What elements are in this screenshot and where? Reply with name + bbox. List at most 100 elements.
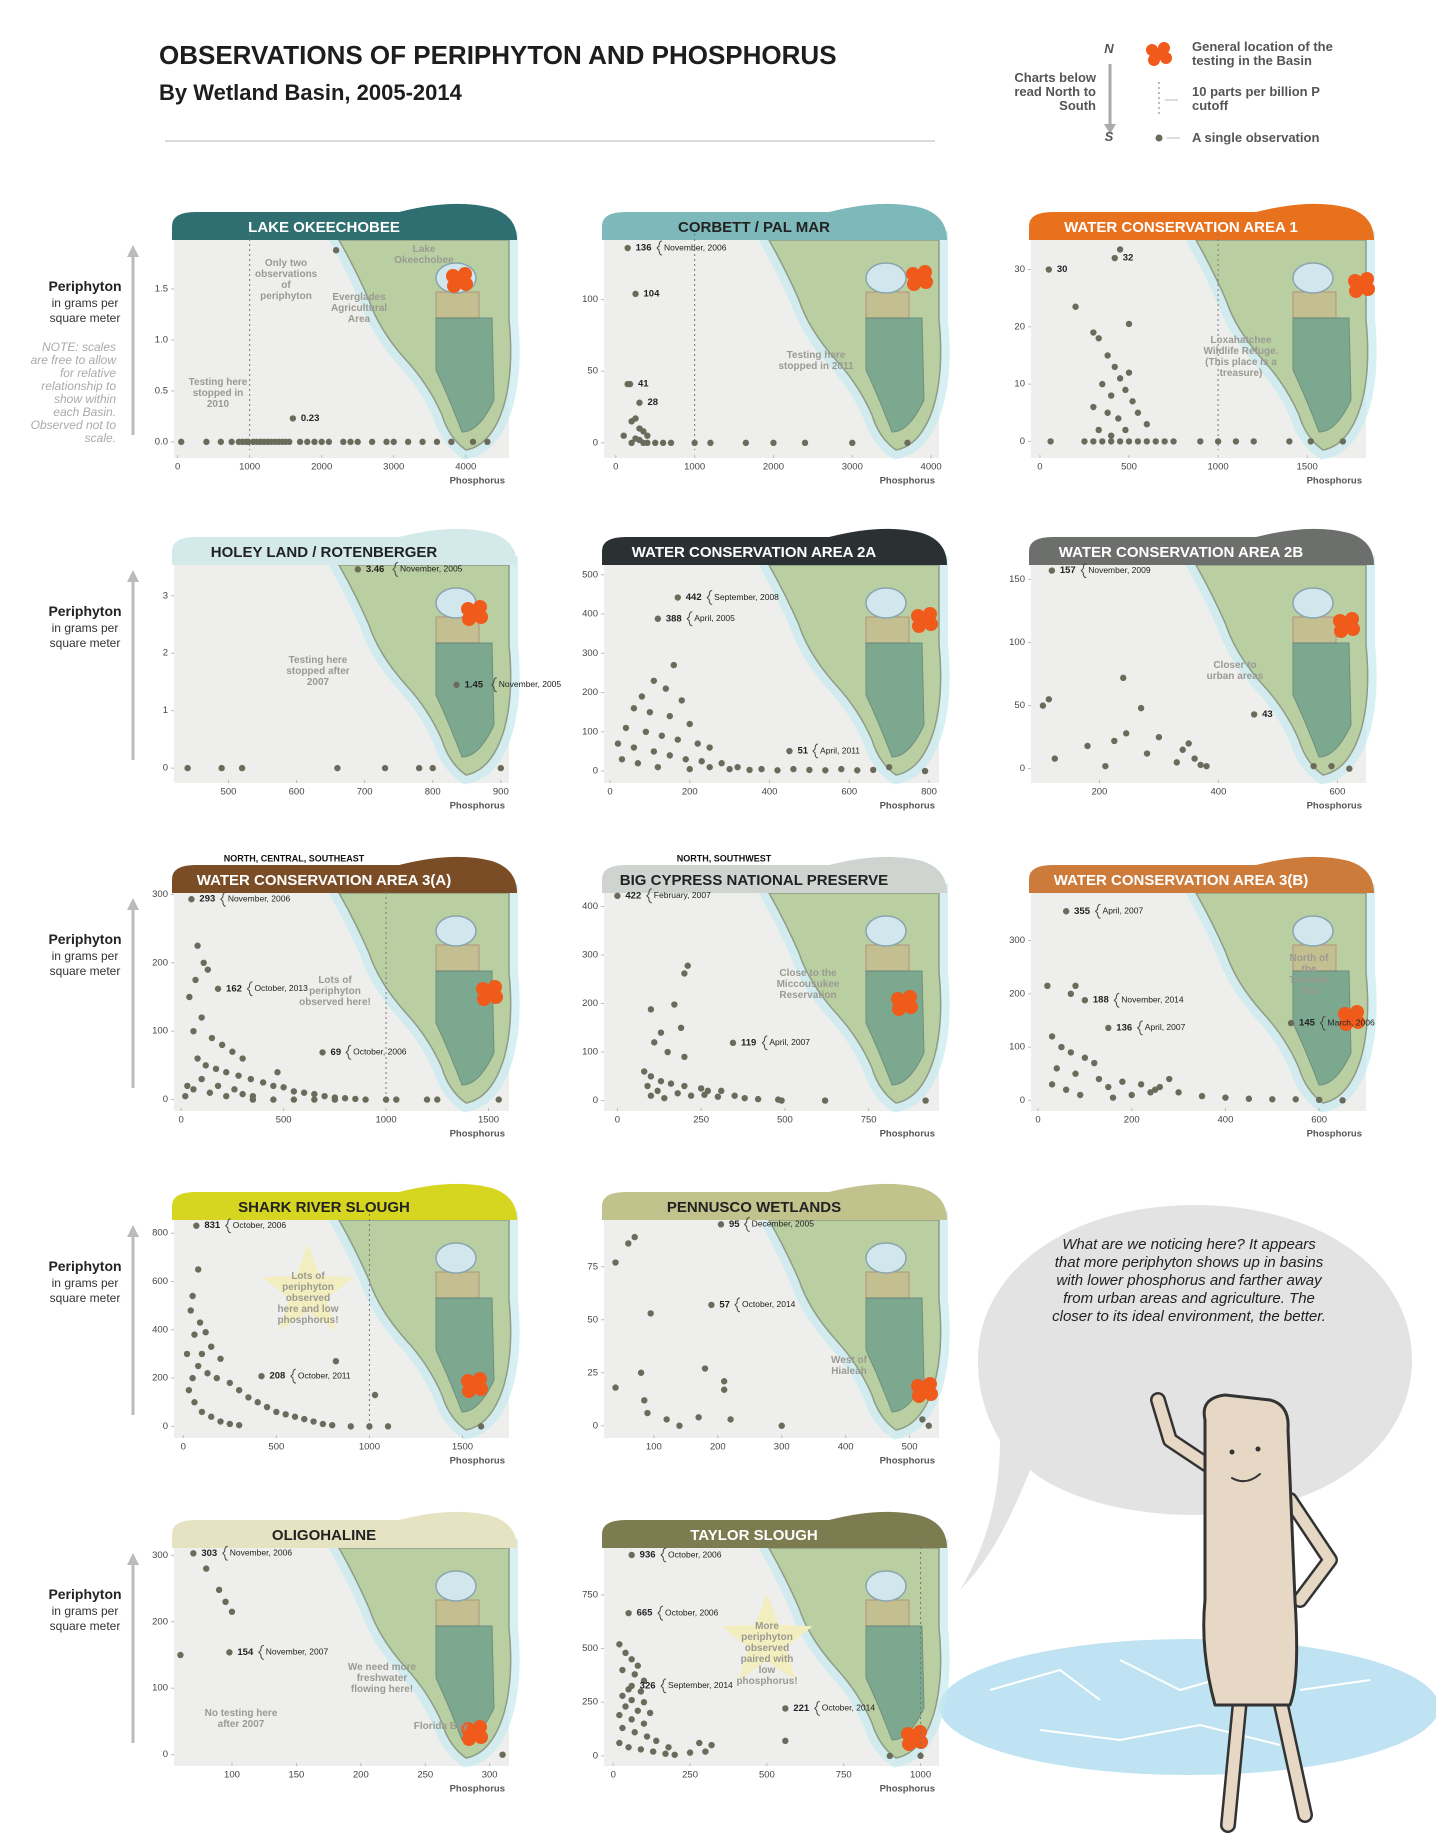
- chart-title: WATER CONSERVATION AREA 2B: [1059, 544, 1304, 561]
- chart-title: HOLEY LAND / ROTENBERGER: [211, 544, 438, 561]
- chart-title: CORBETT / PAL MAR: [678, 219, 830, 236]
- observation: [917, 1752, 924, 1760]
- observation: [662, 685, 670, 692]
- x-tick-label: 4000: [921, 462, 942, 473]
- y-tick-label: 150: [1009, 574, 1025, 585]
- observation: [707, 439, 714, 447]
- observation: [650, 677, 658, 684]
- x-tick-label: 500: [221, 787, 237, 798]
- observation: [838, 765, 845, 773]
- label-bracket: [660, 1678, 667, 1694]
- observation: [217, 438, 225, 446]
- observation: [625, 1240, 632, 1247]
- observation: [681, 970, 688, 977]
- location-blob: [897, 996, 911, 1010]
- observation: [304, 438, 311, 446]
- observation: [1310, 762, 1317, 770]
- annotated-observation: [193, 1222, 200, 1229]
- observation: [854, 767, 861, 774]
- observation: [1107, 438, 1115, 445]
- observation: [662, 1750, 669, 1757]
- y-tick-label: 100: [1009, 637, 1025, 648]
- value-label: 136: [636, 243, 652, 254]
- date-label: October, 2006: [233, 1220, 287, 1230]
- observation: [393, 1096, 400, 1103]
- x-tick-label: 3000: [383, 462, 404, 473]
- label-bracket: [1113, 992, 1120, 1008]
- observation: [334, 764, 341, 772]
- annotated-observation: [258, 1372, 265, 1380]
- observation: [619, 1692, 626, 1699]
- location-blob: [467, 1378, 481, 1392]
- observation: [191, 1331, 198, 1338]
- label-bracket: [258, 1644, 264, 1660]
- observation: [1076, 1091, 1084, 1099]
- observation: [190, 1027, 197, 1035]
- chart-title: BIG CYPRESS NATIONAL PRESERVE: [620, 872, 888, 889]
- observation: [1107, 432, 1115, 439]
- observation: [628, 439, 635, 447]
- speech-bubble: [960, 1205, 1412, 1590]
- observation: [190, 1086, 197, 1093]
- label-bracket: [814, 1700, 820, 1716]
- observation: [746, 766, 753, 774]
- chart-note: We need more freshwater flowing here!: [347, 1662, 417, 1695]
- note-star: [721, 1593, 813, 1680]
- observation: [849, 439, 856, 447]
- y-tick-label: 0: [593, 766, 598, 777]
- chart-note: Lake Okeechobee: [394, 244, 454, 266]
- observation: [1048, 1081, 1056, 1088]
- map-everglades: [435, 642, 495, 758]
- observation: [213, 1374, 221, 1382]
- y-tick-label: 0: [163, 1421, 168, 1432]
- observation: [1129, 398, 1136, 405]
- observation: [1039, 702, 1047, 709]
- x-tick-label: 2000: [311, 462, 332, 473]
- observation: [1125, 369, 1133, 376]
- observation: [239, 1055, 246, 1062]
- observation: [1095, 335, 1102, 342]
- label-bracket: [392, 561, 399, 577]
- x-tick-label: 4000: [455, 462, 476, 473]
- chart-note: North of the Tamiami Trail: [1289, 953, 1329, 997]
- x-tick-label: 750: [836, 1770, 852, 1781]
- observation: [1286, 438, 1293, 445]
- observation: [1175, 1089, 1182, 1096]
- label-bracket: [734, 1297, 741, 1313]
- value-label: 95: [729, 1219, 740, 1230]
- observation: [214, 1082, 222, 1090]
- x-tick-label: 1500: [1297, 462, 1318, 473]
- annotated-observation: [729, 1039, 737, 1047]
- observation: [1091, 1059, 1098, 1067]
- location-blob: [482, 986, 496, 1000]
- observation: [616, 1711, 623, 1719]
- panel: LAKE OKEECHOBEE 0.0 0.5 1.0 1.5 0 1000 2000 3000…: [155, 203, 520, 487]
- observation: [1222, 1094, 1229, 1101]
- x-axis-label: Phosphorus: [880, 801, 935, 812]
- observation: [1125, 438, 1133, 445]
- observation: [704, 1087, 712, 1095]
- observation: [189, 1292, 196, 1300]
- observation: [642, 728, 650, 736]
- observation: [634, 1662, 642, 1669]
- observation: [637, 1688, 645, 1695]
- x-axis-label: Phosphorus: [1307, 1129, 1362, 1140]
- observation: [886, 1752, 894, 1760]
- x-tick-label: 500: [268, 1442, 284, 1453]
- observation: [651, 1039, 658, 1046]
- x-tick-label: 1000: [684, 462, 705, 473]
- date-label: October, 2013: [254, 983, 308, 993]
- observation: [1315, 1096, 1323, 1104]
- observation: [1339, 1097, 1346, 1104]
- label-bracket: [1319, 1015, 1326, 1031]
- observation: [628, 418, 635, 425]
- panel: WATER CONSERVATION AREA 2B 0 50 100 150 200 40…: [1009, 528, 1377, 812]
- y-tick-label: 30: [1014, 264, 1025, 275]
- observation: [1122, 386, 1129, 394]
- chart-note: Everglades Agricultural Area: [330, 292, 388, 325]
- observation: [1203, 762, 1210, 770]
- date-label: October, 2006: [665, 1607, 719, 1617]
- observation: [774, 767, 781, 774]
- value-label: 157: [1060, 565, 1076, 576]
